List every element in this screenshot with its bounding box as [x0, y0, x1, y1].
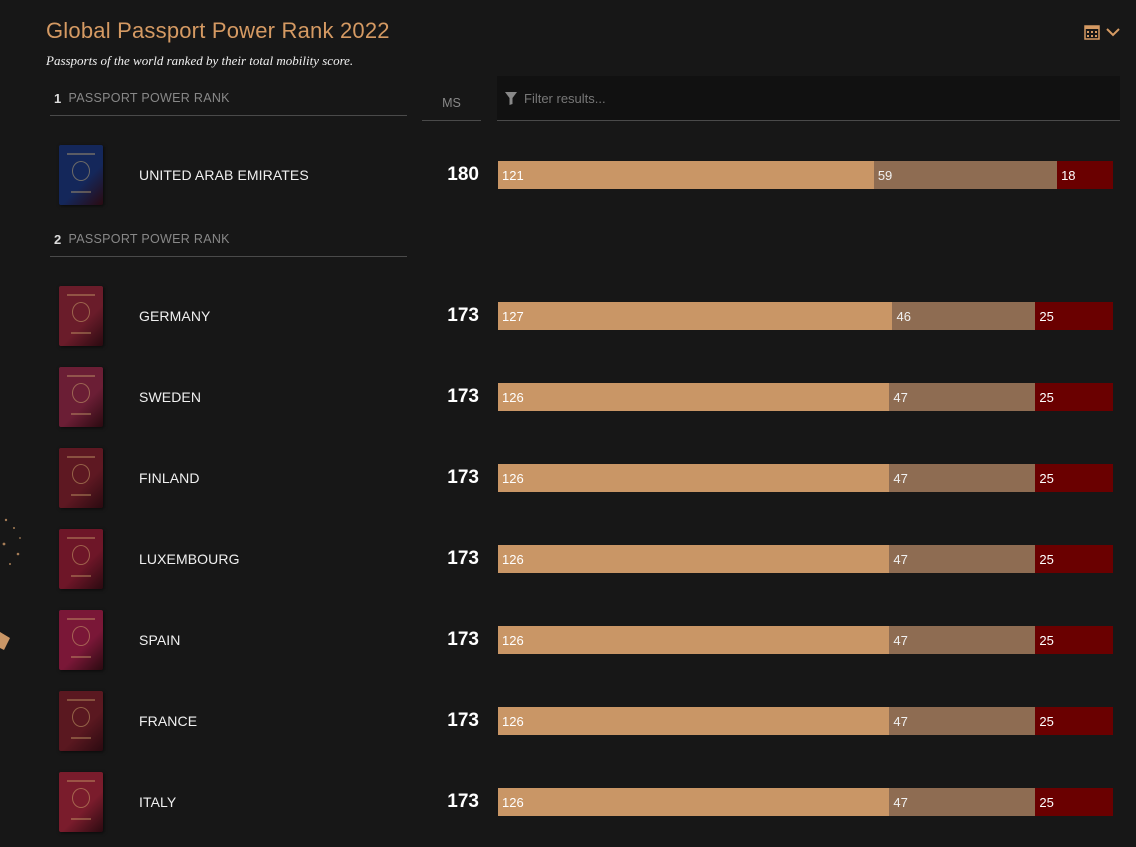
country-row[interactable]: SWEDEN 173 126 47 25 — [0, 367, 1136, 429]
country-name: SPAIN — [139, 632, 181, 648]
country-name: LUXEMBOURG — [139, 551, 240, 567]
visa-required-segment: 25 — [1035, 545, 1113, 573]
year-selector[interactable] — [1084, 24, 1120, 40]
mobility-bar: 121 59 18 — [498, 161, 1113, 189]
visa-free-segment: 126 — [498, 788, 890, 816]
country-name: ITALY — [139, 794, 177, 810]
country-name: GERMANY — [139, 308, 211, 324]
passport-cover-image — [59, 529, 103, 589]
mobility-score: 173 — [447, 791, 479, 812]
visa-on-arrival-segment: 47 — [889, 788, 1036, 816]
visa-on-arrival-segment: 47 — [889, 626, 1036, 654]
visa-required-segment: 25 — [1035, 302, 1113, 330]
mobility-score: 173 — [447, 710, 479, 731]
visa-required-segment: 25 — [1035, 707, 1113, 735]
visa-required-segment: 25 — [1035, 788, 1113, 816]
visa-free-segment: 126 — [498, 383, 890, 411]
decorative-splash — [0, 518, 21, 650]
country-row[interactable]: FINLAND 173 126 47 25 — [0, 448, 1136, 510]
mobility-score: 173 — [447, 548, 479, 569]
passport-cover-image — [59, 772, 103, 832]
ms-column-header: MS — [422, 86, 481, 121]
mobility-score: 173 — [447, 386, 479, 407]
rank-group-header: 2 PASSPORT POWER RANK — [50, 222, 407, 257]
country-row[interactable]: LUXEMBOURG 173 126 47 25 — [0, 529, 1136, 591]
rank-number: 2 — [54, 231, 62, 247]
country-row[interactable]: UNITED ARAB EMIRATES 180 121 59 18 — [0, 145, 1136, 207]
passport-cover-image — [59, 691, 103, 751]
rank-number: 1 — [54, 90, 62, 106]
visa-on-arrival-segment: 47 — [889, 707, 1036, 735]
mobility-score: 173 — [447, 629, 479, 650]
mobility-score: 180 — [447, 164, 479, 185]
country-row[interactable]: FRANCE 173 126 47 25 — [0, 691, 1136, 753]
country-name: FINLAND — [139, 470, 200, 486]
passport-cover-image — [59, 610, 103, 670]
visa-on-arrival-segment: 46 — [892, 302, 1036, 330]
passport-cover-image — [59, 145, 103, 205]
visa-required-segment: 25 — [1035, 626, 1113, 654]
visa-free-segment: 126 — [498, 626, 890, 654]
country-row[interactable]: GERMANY 173 127 46 25 — [0, 286, 1136, 348]
country-name: FRANCE — [139, 713, 198, 729]
visa-required-segment: 25 — [1035, 464, 1113, 492]
passport-cover-image — [59, 286, 103, 346]
mobility-bar: 126 47 25 — [498, 383, 1113, 411]
mobility-bar: 127 46 25 — [498, 302, 1113, 330]
visa-free-segment: 126 — [498, 707, 890, 735]
page-title: Global Passport Power Rank 2022 — [46, 18, 390, 43]
chevron-down-icon[interactable] — [1106, 27, 1120, 37]
mobility-bar: 126 47 25 — [498, 626, 1113, 654]
rank-label: PASSPORT POWER RANK — [68, 232, 230, 246]
mobility-bar: 126 47 25 — [498, 545, 1113, 573]
visa-on-arrival-segment: 47 — [889, 464, 1036, 492]
filter-input[interactable] — [522, 89, 1086, 107]
visa-free-segment: 127 — [498, 302, 893, 330]
visa-on-arrival-segment: 59 — [873, 161, 1058, 189]
calendar-icon[interactable] — [1084, 24, 1100, 40]
visa-required-segment: 18 — [1057, 161, 1113, 189]
filter-bar[interactable] — [497, 76, 1120, 121]
rank-group-header: 1 PASSPORT POWER RANK — [50, 81, 407, 116]
passport-cover-image — [59, 367, 103, 427]
rank-label: PASSPORT POWER RANK — [68, 91, 230, 105]
visa-on-arrival-segment: 47 — [889, 383, 1036, 411]
country-name: SWEDEN — [139, 389, 202, 405]
visa-free-segment: 126 — [498, 545, 890, 573]
mobility-score: 173 — [447, 305, 479, 326]
visa-required-segment: 25 — [1035, 383, 1113, 411]
visa-free-segment: 126 — [498, 464, 890, 492]
filter-icon — [505, 91, 517, 105]
page-subtitle: Passports of the world ranked by their t… — [46, 53, 354, 68]
country-row[interactable]: SPAIN 173 126 47 25 — [0, 610, 1136, 672]
passport-cover-image — [59, 448, 103, 508]
visa-free-segment: 121 — [498, 161, 874, 189]
country-name: UNITED ARAB EMIRATES — [139, 167, 309, 183]
mobility-bar: 126 47 25 — [498, 788, 1113, 816]
country-row[interactable]: ITALY 173 126 47 25 — [0, 772, 1136, 834]
mobility-bar: 126 47 25 — [498, 464, 1113, 492]
mobility-bar: 126 47 25 — [498, 707, 1113, 735]
visa-on-arrival-segment: 47 — [889, 545, 1036, 573]
mobility-score: 173 — [447, 467, 479, 488]
